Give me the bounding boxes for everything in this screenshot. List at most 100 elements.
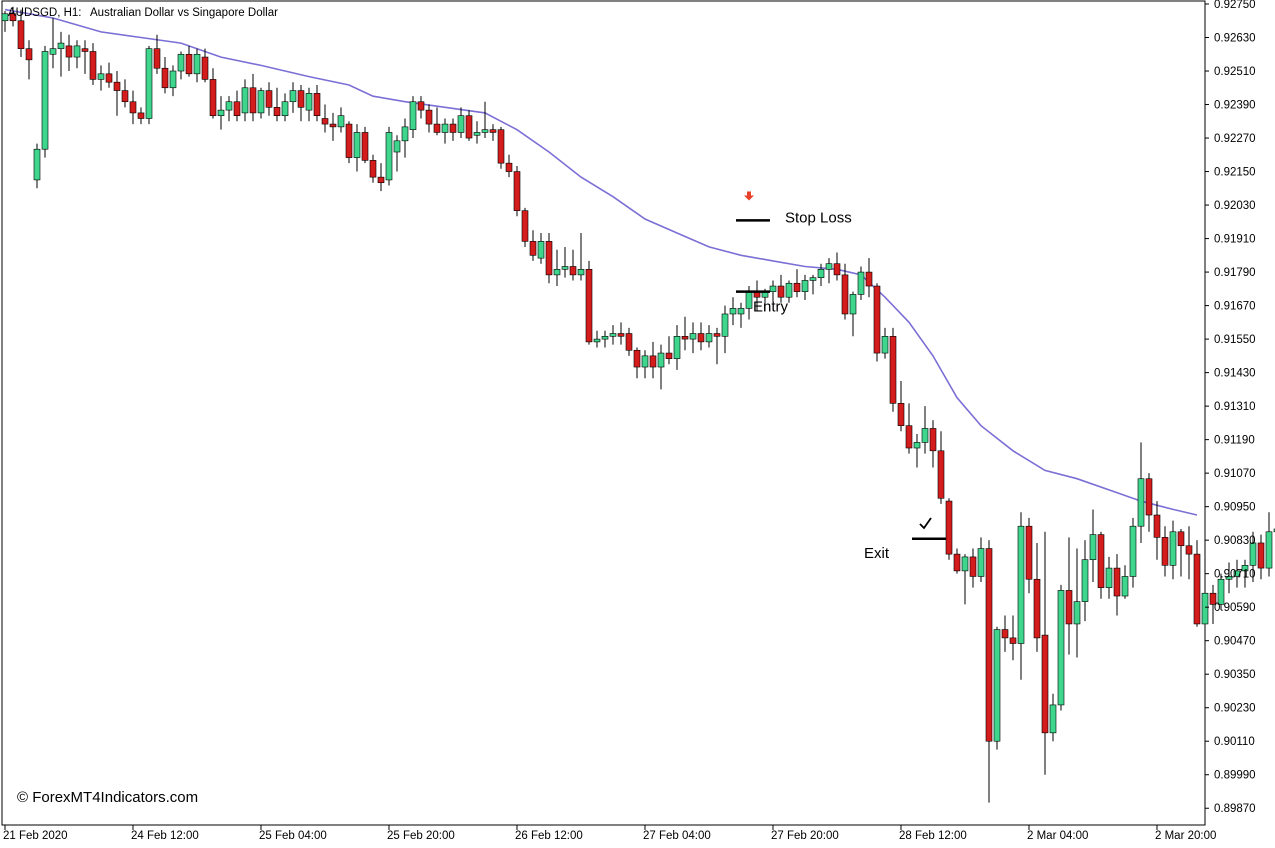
candle	[81, 40, 89, 74]
bearish-candle-body	[873, 285, 881, 354]
bearish-candle-body	[985, 548, 993, 742]
bullish-candle-body	[705, 333, 713, 343]
candle	[145, 45, 153, 125]
bearish-candle-body	[969, 556, 977, 577]
bullish-candle-body	[913, 442, 921, 449]
candle	[577, 232, 585, 281]
bullish-candle-body	[217, 109, 225, 117]
candle	[593, 330, 601, 348]
candle	[49, 17, 57, 69]
candle	[601, 330, 609, 348]
bullish-candle-body	[601, 336, 609, 340]
bearish-candle-body	[1185, 545, 1193, 555]
candle	[569, 249, 577, 281]
candle	[881, 327, 889, 359]
bullish-candle-body	[961, 556, 969, 572]
bullish-candle-body	[193, 53, 201, 75]
bearish-candle-body	[545, 241, 553, 276]
bearish-candle-body	[497, 129, 505, 164]
candle	[409, 96, 417, 139]
bullish-candle-body	[473, 132, 481, 136]
bearish-candle-body	[449, 123, 457, 133]
candle	[1217, 573, 1225, 610]
bearish-candle-body	[897, 403, 905, 426]
bearish-candle-body	[369, 160, 377, 178]
bearish-candle-body	[1177, 531, 1185, 547]
checkmark-icon	[919, 517, 932, 530]
bearish-candle-body	[713, 333, 721, 337]
candle	[633, 347, 641, 379]
candle	[809, 274, 817, 295]
bearish-candle-body	[1257, 542, 1265, 569]
candle	[1145, 473, 1153, 532]
bearish-candle-body	[625, 333, 633, 351]
bearish-candle-body	[113, 81, 121, 91]
bearish-candle-body	[129, 101, 137, 114]
bearish-candle-body	[1153, 514, 1161, 538]
candle	[561, 246, 569, 278]
candle	[241, 79, 249, 122]
bearish-candle-body	[889, 336, 897, 404]
bearish-candle-body	[777, 285, 785, 298]
bullish-candle-body	[1017, 525, 1025, 644]
bearish-candle-body	[17, 20, 25, 49]
bullish-candle-body	[1225, 576, 1233, 580]
bearish-candle-body	[345, 123, 353, 158]
bullish-candle-body	[1081, 559, 1089, 602]
bullish-candle-body	[1105, 567, 1113, 588]
candle	[665, 336, 673, 365]
candle	[617, 322, 625, 345]
bearish-candle-body	[1033, 578, 1041, 639]
candle	[417, 96, 425, 119]
sell-arrow-shaft	[747, 191, 751, 196]
candle	[1041, 531, 1049, 775]
candle	[793, 269, 801, 298]
y-tick-label: 0.91430	[1214, 368, 1256, 380]
candle	[217, 96, 225, 130]
y-tick-label: 0.91310	[1214, 401, 1256, 413]
bullish-candle-body	[457, 115, 465, 133]
candle	[153, 34, 161, 74]
candle	[513, 165, 521, 217]
candle	[889, 327, 897, 412]
candle	[713, 327, 721, 365]
bearish-candle-body	[865, 271, 873, 287]
bullish-candle-body	[41, 51, 49, 150]
candle	[89, 43, 97, 85]
candle	[321, 104, 329, 133]
bullish-candle-body	[785, 282, 793, 298]
candle	[33, 143, 41, 189]
bearish-candle-body	[1113, 567, 1121, 597]
x-tick-label: 28 Feb 12:00	[899, 830, 967, 842]
bullish-candle-body	[1217, 578, 1225, 605]
bullish-candle-body	[1137, 478, 1145, 527]
candle	[1225, 562, 1233, 594]
candle	[849, 291, 857, 337]
bearish-candle-body	[489, 129, 497, 133]
candle	[985, 540, 993, 803]
candle	[489, 124, 497, 141]
bullish-candle-body	[1265, 531, 1273, 569]
candle	[1057, 584, 1065, 711]
bearish-candle-body	[937, 450, 945, 499]
bearish-candle-body	[425, 109, 433, 125]
candle	[17, 9, 25, 58]
y-tick-label: 0.90470	[1214, 636, 1256, 648]
candle	[257, 87, 265, 119]
candle	[281, 93, 289, 122]
bearish-candle-body	[1161, 537, 1169, 566]
plot-border	[1, 0, 1206, 826]
bearish-candle-body	[121, 90, 129, 103]
bullish-candle-body	[577, 268, 585, 276]
bullish-candle-body	[809, 277, 817, 281]
bullish-candle-body	[609, 333, 617, 337]
chart-symbol-label: AUDSGD, H1:	[8, 7, 82, 19]
candle	[97, 65, 105, 91]
candle	[1025, 517, 1033, 594]
candle	[201, 48, 209, 83]
candle	[697, 322, 705, 351]
level-label: Exit	[864, 545, 890, 562]
candle	[729, 297, 737, 326]
candle	[73, 40, 81, 69]
candle	[537, 232, 545, 264]
